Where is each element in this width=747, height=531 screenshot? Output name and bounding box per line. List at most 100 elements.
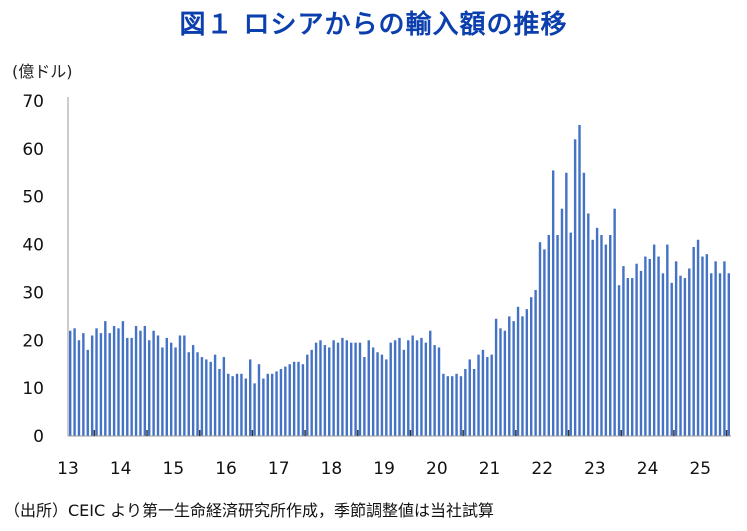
x-tick-label: 22: [531, 459, 553, 479]
bar: [363, 357, 366, 436]
bar: [591, 239, 594, 436]
bar: [617, 285, 621, 436]
bar: [560, 208, 564, 436]
bar: [512, 321, 515, 436]
bar: [332, 340, 335, 436]
bar: [688, 268, 691, 436]
bar: [464, 369, 467, 436]
y-axis-unit-label: (億ドル): [12, 62, 73, 81]
bar: [551, 170, 555, 436]
bar: [661, 273, 665, 436]
bar: [112, 325, 116, 436]
bar: [99, 333, 103, 436]
bar: [328, 347, 331, 436]
bar: [227, 373, 230, 436]
bar: [191, 345, 195, 436]
bar: [530, 297, 533, 436]
bar: [213, 354, 217, 436]
bar: [429, 330, 432, 436]
x-tick-label: 25: [689, 459, 711, 479]
bar: [534, 290, 537, 436]
bar: [323, 345, 327, 436]
bar: [604, 244, 608, 436]
y-tick-label: 70: [22, 92, 44, 112]
bar: [674, 261, 678, 436]
bar: [148, 340, 151, 436]
bar: [499, 328, 502, 436]
x-tick-label: 15: [163, 459, 185, 479]
y-tick-label: 30: [22, 283, 44, 303]
bar: [723, 261, 726, 436]
x-tick-label: 24: [637, 459, 659, 479]
bar: [701, 256, 704, 436]
bar: [477, 354, 480, 436]
bar: [631, 278, 634, 436]
bar: [292, 361, 296, 436]
x-tick-label: 19: [373, 459, 395, 479]
bar: [86, 349, 89, 436]
bar: [117, 328, 120, 436]
bar: [411, 335, 414, 436]
bar: [626, 278, 630, 436]
bar: [139, 330, 142, 436]
bar: [600, 235, 603, 436]
bar: [573, 139, 577, 437]
bar: [407, 340, 410, 436]
bar: [183, 335, 186, 436]
bar: [354, 342, 357, 436]
bar: [222, 357, 226, 436]
chart-title: 図１ ロシアからの輸入額の推移: [179, 10, 568, 40]
bar: [314, 342, 318, 436]
bar: [209, 361, 212, 436]
bar: [446, 376, 449, 436]
bar: [367, 340, 370, 436]
bar: [710, 273, 713, 436]
bar: [319, 340, 322, 436]
bar: [613, 208, 616, 436]
bar: [433, 345, 436, 436]
bar: [235, 373, 239, 436]
bar: [398, 337, 401, 436]
x-axis-ticks: 13 14 15 16 17 18 19 20 21 22 23 24 25: [57, 430, 728, 479]
bar: [218, 369, 221, 436]
bar: [635, 263, 638, 436]
bar: [231, 376, 234, 436]
bar: [508, 316, 511, 436]
bar: [472, 369, 476, 436]
bar: [165, 337, 168, 436]
bar: [108, 333, 111, 436]
bar: [275, 371, 278, 436]
bar: [547, 235, 550, 436]
bar: [284, 366, 287, 436]
bar: [622, 266, 625, 436]
x-tick-label: 20: [426, 459, 448, 479]
bar: [178, 335, 182, 436]
bar: [648, 258, 651, 436]
bar: [652, 244, 656, 436]
bar: [714, 261, 717, 436]
bar: [205, 359, 208, 436]
bar: [385, 359, 388, 436]
bar: [683, 278, 687, 436]
bar: [459, 376, 463, 436]
bar: [538, 242, 542, 436]
bar: [393, 340, 397, 436]
bar: [121, 321, 125, 436]
bar: [187, 352, 190, 436]
bar-series: [68, 124, 731, 437]
bar: [376, 352, 379, 436]
bar: [82, 333, 85, 436]
bar: [389, 342, 392, 436]
y-tick-label: 50: [22, 188, 44, 208]
bar: [639, 270, 643, 436]
bar: [679, 275, 682, 436]
x-tick-label: 13: [57, 459, 79, 479]
bar: [644, 256, 647, 436]
bar: [455, 373, 458, 436]
bar: [565, 172, 568, 437]
bar: [95, 328, 98, 436]
bar: [152, 330, 155, 436]
bar: [420, 337, 423, 436]
bar: [253, 383, 256, 436]
